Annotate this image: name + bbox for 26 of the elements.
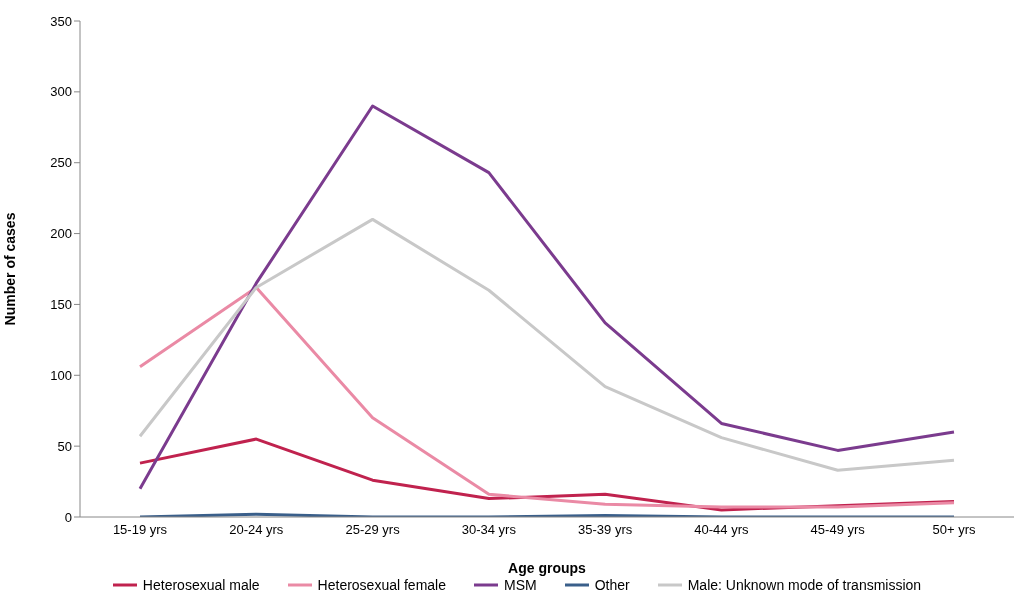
legend-label: Male: Unknown mode of transmission bbox=[686, 577, 922, 593]
y-axis-title: Number of cases bbox=[1, 212, 18, 326]
x-tick-label: 45-49 yrs bbox=[810, 522, 866, 538]
y-tick-label: 350 bbox=[50, 13, 72, 29]
x-tick-label: 30-34 yrs bbox=[461, 522, 517, 538]
x-axis-title: Age groups bbox=[508, 560, 587, 576]
legend-label: MSM bbox=[503, 577, 537, 593]
y-tick-label: 100 bbox=[50, 367, 72, 383]
line-series bbox=[138, 104, 956, 491]
y-tick-label: 200 bbox=[50, 226, 72, 242]
x-tick-label: 15-19 yrs bbox=[112, 522, 168, 538]
legend-label: Heterosexual male bbox=[141, 577, 260, 593]
y-tick-label: 50 bbox=[57, 438, 72, 454]
legend-label: Heterosexual female bbox=[316, 577, 446, 593]
line-series bbox=[138, 285, 956, 509]
x-tick-label: 40-44 yrs bbox=[694, 522, 750, 538]
x-tick-label: 35-39 yrs bbox=[578, 522, 633, 538]
x-tick-label: 25-29 yrs bbox=[345, 522, 401, 538]
y-tick-label: 0 bbox=[64, 509, 72, 525]
x-tick-label: 20-24 yrs bbox=[229, 522, 284, 538]
x-tick-label: 50+ yrs bbox=[932, 522, 976, 538]
y-tick-label: 300 bbox=[50, 84, 72, 100]
legend-label: Other bbox=[593, 577, 630, 593]
line-series bbox=[138, 217, 956, 472]
y-tick-label: 250 bbox=[50, 155, 72, 171]
y-tick-label: 150 bbox=[50, 297, 72, 313]
